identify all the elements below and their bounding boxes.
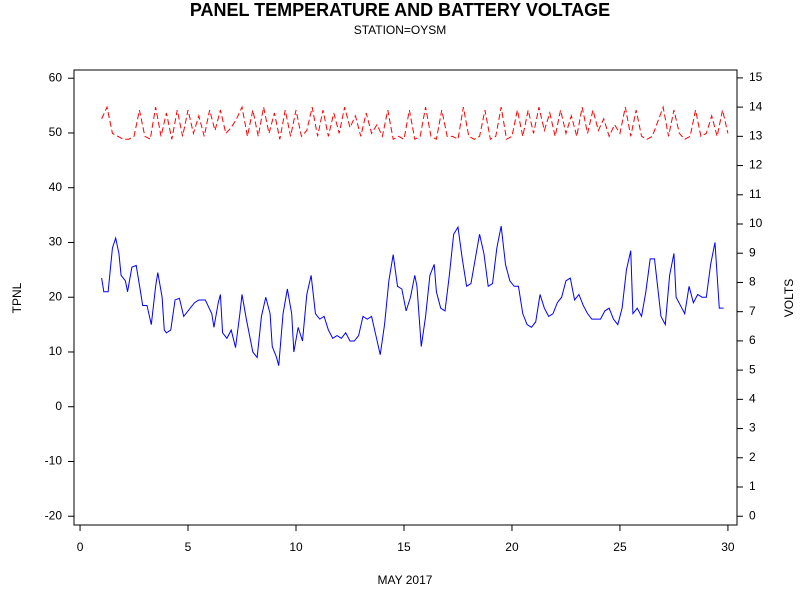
y-tick-label: 50 bbox=[49, 125, 63, 139]
x-axis-label: MAY 2017 bbox=[378, 573, 433, 587]
y2-tick-label: 7 bbox=[749, 304, 756, 318]
x-tick-label: 0 bbox=[77, 540, 84, 554]
y-tick-label: 10 bbox=[49, 344, 63, 358]
y2-tick-label: 6 bbox=[749, 333, 756, 347]
y-tick-label: -10 bbox=[45, 454, 63, 468]
y2-tick-label: 12 bbox=[749, 158, 763, 172]
y2-tick-label: 14 bbox=[749, 99, 763, 113]
x-tick-label: 15 bbox=[397, 540, 411, 554]
y2-tick-label: 3 bbox=[749, 421, 756, 435]
y-tick-label: 60 bbox=[49, 70, 63, 84]
y2-tick-label: 13 bbox=[749, 129, 763, 143]
chart-subtitle: STATION=OYSM bbox=[354, 23, 447, 37]
y2-tick-label: 5 bbox=[749, 362, 756, 376]
y-axis-label: TPNL bbox=[10, 282, 24, 313]
y2-axis-label: VOLTS bbox=[782, 279, 796, 317]
y-tick-label: 40 bbox=[49, 180, 63, 194]
y-tick-label: 30 bbox=[49, 235, 63, 249]
x-tick-label: 30 bbox=[721, 540, 735, 554]
y2-tick-label: 15 bbox=[749, 70, 763, 84]
y2-tick-label: 1 bbox=[749, 479, 756, 493]
chart-title: PANEL TEMPERATURE AND BATTERY VOLTAGE bbox=[190, 0, 610, 20]
y2-tick-label: 0 bbox=[749, 508, 756, 522]
y2-tick-label: 11 bbox=[749, 187, 762, 201]
y2-tick-label: 2 bbox=[749, 450, 756, 464]
y2-tick-label: 9 bbox=[749, 245, 756, 259]
plot-frame bbox=[73, 69, 738, 526]
x-tick-label: 25 bbox=[613, 540, 627, 554]
y-tick-label: 0 bbox=[55, 399, 62, 413]
x-tick-label: 20 bbox=[505, 540, 519, 554]
y-tick-label: 20 bbox=[49, 289, 63, 303]
x-tick-label: 5 bbox=[185, 540, 192, 554]
series-line bbox=[101, 105, 729, 141]
y-tick-label: -20 bbox=[45, 508, 63, 522]
series-line bbox=[101, 225, 724, 366]
x-tick-label: 10 bbox=[289, 540, 303, 554]
y2-tick-label: 8 bbox=[749, 275, 756, 289]
y2-tick-label: 10 bbox=[749, 216, 763, 230]
y2-tick-label: 4 bbox=[749, 392, 756, 406]
